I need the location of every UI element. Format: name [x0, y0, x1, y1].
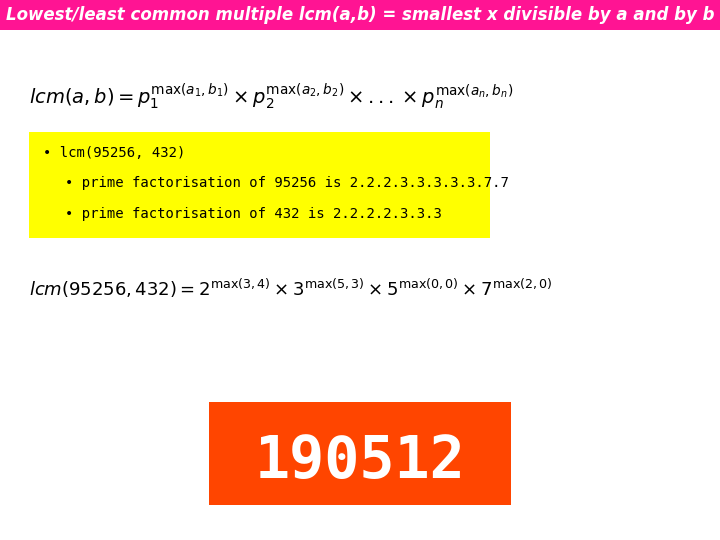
Text: • lcm(95256, 432): • lcm(95256, 432) — [43, 146, 186, 160]
Bar — [209, 402, 511, 505]
Text: $lcm(95256,432) = 2^{\mathrm{max}(3,4)} \times 3^{\mathrm{max}(5,3)} \times 5^{\: $lcm(95256,432) = 2^{\mathrm{max}(3,4)} … — [29, 278, 552, 300]
Text: $lcm(a,b) = p_1^{\mathrm{max}(a_1,b_1)} \times p_2^{\mathrm{max}(a_2,b_2)} \time: $lcm(a,b) = p_1^{\mathrm{max}(a_1,b_1)} … — [29, 82, 513, 112]
Bar — [0, 0, 720, 30]
Text: Lowest/least common multiple lcm(a,b) = smallest x divisible by a and by b: Lowest/least common multiple lcm(a,b) = … — [6, 6, 714, 24]
Text: • prime factorisation of 432 is 2.2.2.2.3.3.3: • prime factorisation of 432 is 2.2.2.2.… — [65, 206, 441, 220]
Text: 190512: 190512 — [255, 433, 465, 490]
Bar — [29, 132, 490, 238]
Text: • prime factorisation of 95256 is 2.2.2.3.3.3.3.3.7.7: • prime factorisation of 95256 is 2.2.2.… — [65, 177, 508, 191]
